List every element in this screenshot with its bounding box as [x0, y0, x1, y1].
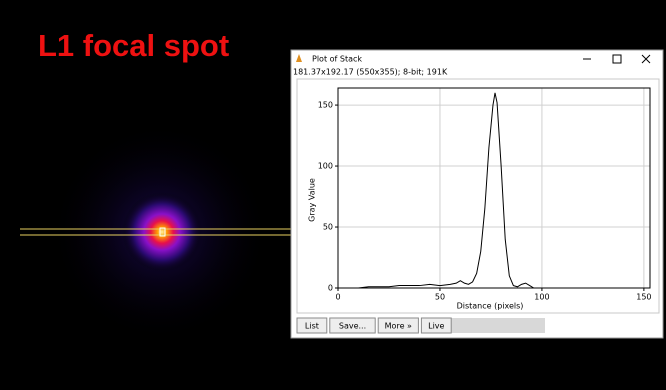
x-tick-label: 150: [636, 293, 651, 302]
x-tick-label: 50: [435, 293, 445, 302]
page: L1 focal spot Plot of Stack 181.37x192.1…: [0, 0, 666, 390]
x-tick-label: 100: [534, 293, 549, 302]
button-label[interactable]: More »: [385, 322, 412, 331]
x-axis-label: Distance (pixels): [457, 302, 524, 311]
y-tick-label: 100: [318, 162, 333, 171]
button-label[interactable]: Live: [428, 322, 444, 331]
focal-spot: [122, 192, 202, 272]
slide-title: L1 focal spot: [38, 28, 229, 63]
button-label[interactable]: List: [305, 322, 319, 331]
button-label[interactable]: Save...: [339, 322, 366, 331]
x-tick-label: 0: [335, 293, 340, 302]
window-title: Plot of Stack: [312, 55, 362, 64]
image-info: 181.37x192.17 (550x355); 8-bit; 191K: [293, 68, 448, 77]
y-axis-label: Gray Value: [308, 178, 317, 222]
screen: L1 focal spot Plot of Stack 181.37x192.1…: [0, 0, 666, 390]
y-tick-label: 150: [318, 101, 333, 110]
plot-area: [338, 88, 650, 288]
y-tick-label: 0: [328, 284, 333, 293]
y-tick-label: 50: [323, 223, 333, 232]
